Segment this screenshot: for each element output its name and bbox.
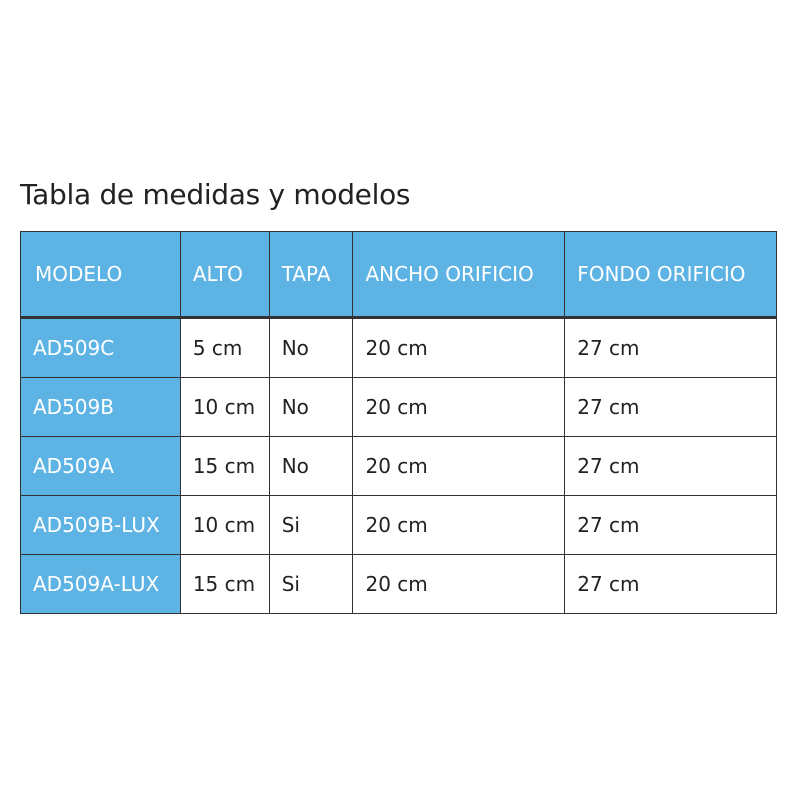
cell-fondo-orificio: 27 cm xyxy=(564,495,777,555)
cell-tapa: Si xyxy=(268,554,354,614)
cell-ancho-orificio: 20 cm xyxy=(352,495,566,555)
cell-fondo-orificio: 27 cm xyxy=(564,436,777,496)
table-row: AD509B 10 cm No 20 cm 27 cm xyxy=(20,377,777,437)
cell-alto: 10 cm xyxy=(179,495,270,555)
cell-modelo: AD509A xyxy=(20,436,181,496)
table-row: AD509C 5 cm No 20 cm 27 cm xyxy=(20,317,777,378)
cell-alto: 15 cm xyxy=(179,554,270,614)
page-title: Tabla de medidas y modelos xyxy=(20,178,411,211)
cell-ancho-orificio: 20 cm xyxy=(352,377,566,437)
cell-ancho-orificio: 20 cm xyxy=(352,436,566,496)
cell-tapa: No xyxy=(268,377,354,437)
cell-ancho-orificio: 20 cm xyxy=(352,317,566,378)
cell-modelo: AD509C xyxy=(20,317,181,378)
cell-tapa: No xyxy=(268,436,354,496)
header-tapa: TAPA xyxy=(268,231,354,319)
cell-modelo: AD509A-LUX xyxy=(20,554,181,614)
cell-fondo-orificio: 27 cm xyxy=(564,317,777,378)
cell-tapa: Si xyxy=(268,495,354,555)
table-row: AD509A-LUX 15 cm Si 20 cm 27 cm xyxy=(20,554,777,614)
header-modelo: MODELO xyxy=(20,231,181,319)
cell-fondo-orificio: 27 cm xyxy=(564,377,777,437)
cell-alto: 10 cm xyxy=(179,377,270,437)
cell-alto: 15 cm xyxy=(179,436,270,496)
cell-tapa: No xyxy=(268,317,354,378)
header-fondo-orificio: FONDO ORIFICIO xyxy=(564,231,777,319)
cell-alto: 5 cm xyxy=(179,317,270,378)
table-row: AD509A 15 cm No 20 cm 27 cm xyxy=(20,436,777,496)
header-ancho-orificio: ANCHO ORIFICIO xyxy=(352,231,566,319)
table-header-row: MODELO ALTO TAPA ANCHO ORIFICIO FONDO OR… xyxy=(20,231,777,319)
cell-fondo-orificio: 27 cm xyxy=(564,554,777,614)
cell-modelo: AD509B xyxy=(20,377,181,437)
cell-modelo: AD509B-LUX xyxy=(20,495,181,555)
cell-ancho-orificio: 20 cm xyxy=(352,554,566,614)
header-alto: ALTO xyxy=(179,231,270,319)
table-row: AD509B-LUX 10 cm Si 20 cm 27 cm xyxy=(20,495,777,555)
models-table: MODELO ALTO TAPA ANCHO ORIFICIO FONDO OR… xyxy=(20,231,777,614)
